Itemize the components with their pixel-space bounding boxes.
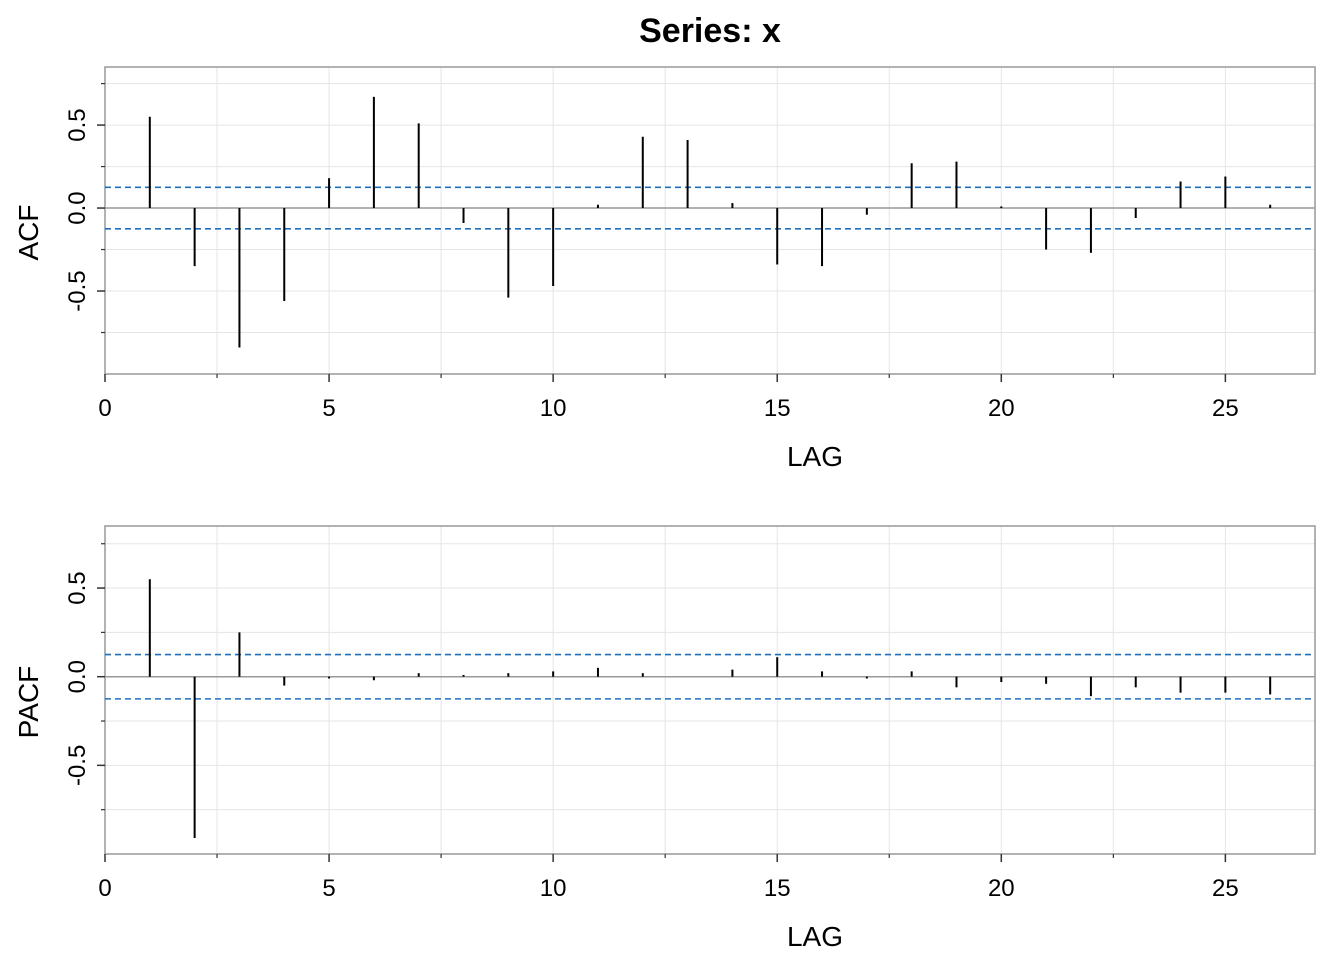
- plot-frame: [104, 525, 1316, 855]
- y-tick-label: 0.0: [64, 191, 91, 224]
- x-tick-label: 15: [764, 875, 791, 902]
- x-tick-label: 10: [540, 875, 567, 902]
- x-axis-label: LAG: [787, 921, 843, 952]
- y-tick-label: 0.5: [64, 108, 91, 141]
- x-tick-label: 0: [98, 395, 111, 422]
- plot-frame: [104, 66, 1316, 375]
- x-tick-label: 25: [1212, 875, 1239, 902]
- x-tick-label: 15: [764, 395, 791, 422]
- x-tick-label: 0: [98, 875, 111, 902]
- x-tick-label: 10: [540, 395, 567, 422]
- y-axis-label: ACF: [13, 205, 44, 261]
- x-axis-label: LAG: [787, 441, 843, 472]
- x-tick-label: 20: [988, 875, 1015, 902]
- y-tick-label: 0.0: [64, 660, 91, 693]
- x-tick-label: 20: [988, 395, 1015, 422]
- chart-title: Series: x: [639, 12, 781, 50]
- y-axis-label: PACF: [13, 666, 44, 739]
- x-tick-label: 5: [322, 395, 335, 422]
- y-tick-label: -0.5: [64, 745, 91, 786]
- pacf-panel: 0 5 10 15 20 25 -0.5 0.0 0.5 LAG PACF: [13, 525, 1316, 952]
- acf-panel: 0 5 10 15 20 25 -0.5 0.0 0.5 LAG ACF: [13, 66, 1316, 472]
- x-tick-label: 25: [1212, 395, 1239, 422]
- y-tick-label: -0.5: [64, 270, 91, 311]
- y-tick-label: 0.5: [64, 571, 91, 604]
- x-tick-label: 5: [322, 875, 335, 902]
